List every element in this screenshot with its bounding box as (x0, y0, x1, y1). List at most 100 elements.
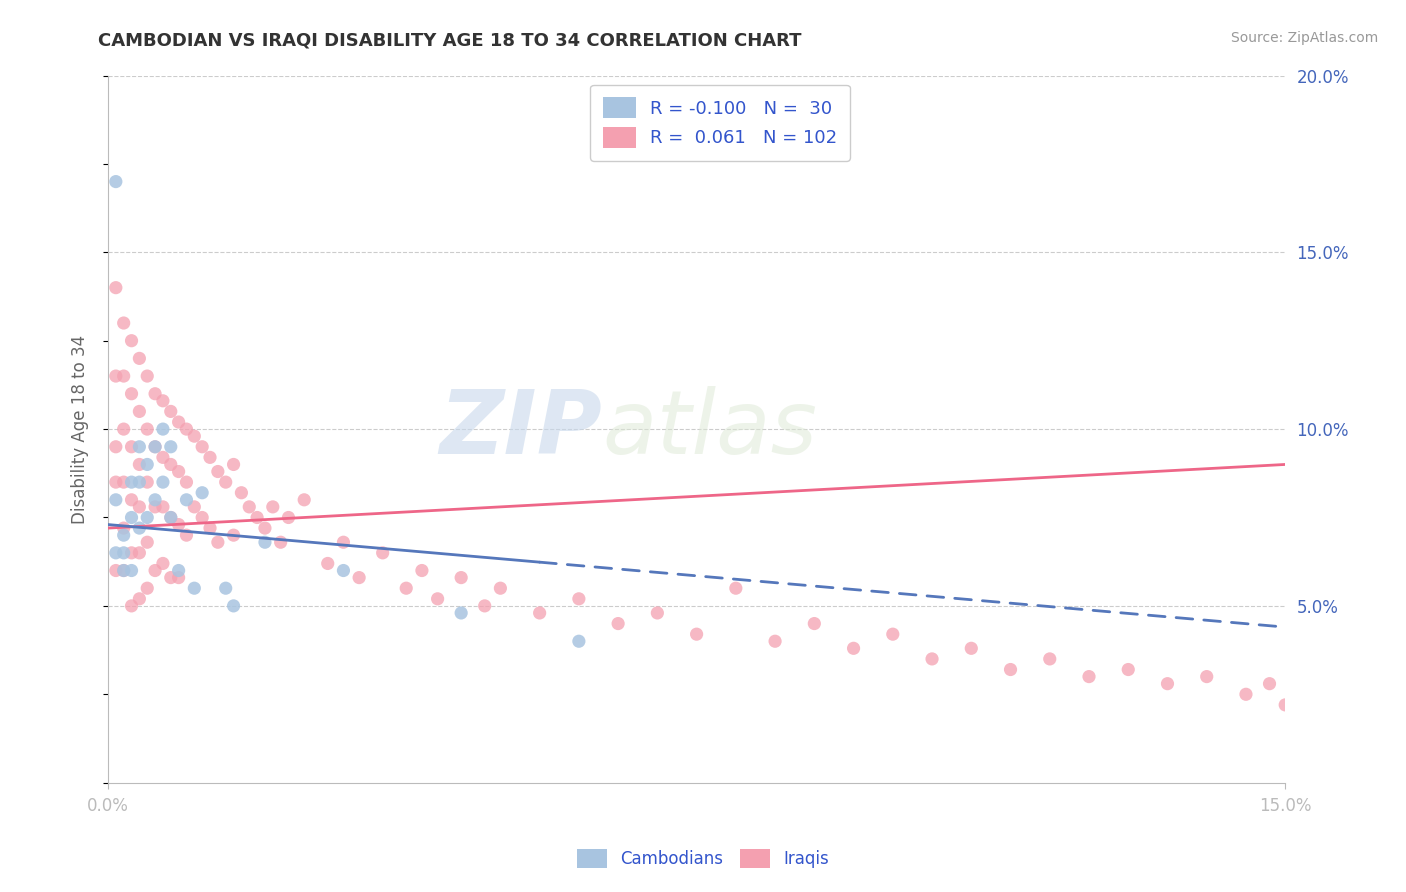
Point (128, 475, 150, 490)
Text: ZIP: ZIP (440, 385, 602, 473)
Point (1039, 652, 1062, 666)
Point (1258, 676, 1281, 690)
Point (136, 535, 159, 549)
Point (246, 510, 269, 524)
Point (104, 175, 127, 189)
Point (152, 475, 174, 490)
Point (238, 500, 260, 514)
Point (607, 616, 630, 631)
Point (136, 510, 159, 524)
Point (152, 393, 174, 408)
Point (882, 627, 904, 641)
Point (128, 351, 150, 366)
Point (112, 316, 135, 330)
Point (143, 386, 166, 401)
Point (112, 564, 135, 578)
Point (371, 546, 394, 560)
Point (960, 641, 983, 656)
Point (198, 450, 221, 465)
Point (207, 535, 229, 549)
Point (104, 564, 127, 578)
Point (1195, 670, 1218, 684)
Point (143, 440, 166, 454)
Point (332, 564, 354, 578)
Point (112, 475, 135, 490)
Point (1078, 670, 1101, 684)
Point (152, 422, 174, 436)
Point (104, 492, 127, 507)
Point (222, 599, 245, 613)
Point (1116, 663, 1139, 677)
Point (183, 500, 205, 514)
Point (1305, 712, 1327, 726)
Point (411, 564, 433, 578)
Point (347, 571, 370, 585)
Point (176, 475, 198, 490)
Point (167, 517, 190, 532)
Point (152, 500, 174, 514)
Point (1298, 698, 1320, 712)
Point (136, 458, 159, 472)
Point (104, 280, 127, 294)
Point (231, 485, 253, 500)
Point (121, 599, 143, 613)
Point (1274, 698, 1296, 712)
Point (568, 591, 591, 606)
Point (395, 581, 418, 595)
Point (143, 492, 166, 507)
Point (121, 510, 143, 524)
Point (1234, 687, 1257, 701)
Point (191, 485, 214, 500)
Legend: Cambodians, Iraqis: Cambodians, Iraqis (571, 842, 835, 875)
Point (183, 429, 205, 443)
Point (253, 535, 276, 549)
Point (104, 546, 127, 560)
Point (1282, 687, 1305, 701)
Point (568, 634, 591, 648)
Point (112, 369, 135, 384)
Point (316, 557, 339, 571)
Point (724, 581, 747, 595)
Text: CAMBODIAN VS IRAQI DISABILITY AGE 18 TO 34 CORRELATION CHART: CAMBODIAN VS IRAQI DISABILITY AGE 18 TO … (98, 31, 801, 49)
Point (136, 369, 159, 384)
Point (685, 627, 707, 641)
Point (176, 528, 198, 542)
Point (159, 404, 181, 418)
Point (1313, 705, 1336, 719)
Point (167, 465, 190, 479)
Point (104, 440, 127, 454)
Point (136, 475, 159, 490)
Point (121, 475, 143, 490)
Point (159, 440, 181, 454)
Point (647, 606, 669, 620)
Point (763, 634, 786, 648)
Point (128, 591, 150, 606)
Point (152, 450, 174, 465)
Text: Source: ZipAtlas.com: Source: ZipAtlas.com (1230, 31, 1378, 45)
Point (450, 606, 472, 620)
Point (136, 581, 159, 595)
Point (191, 440, 214, 454)
Point (128, 440, 150, 454)
Point (1289, 705, 1312, 719)
Point (277, 510, 299, 524)
Point (159, 458, 181, 472)
Point (474, 599, 496, 613)
Point (253, 521, 276, 535)
Point (112, 546, 135, 560)
Point (450, 571, 472, 585)
Point (529, 606, 551, 620)
Point (489, 581, 512, 595)
Point (167, 571, 190, 585)
Point (143, 564, 166, 578)
Legend: R = -0.100   N =  30, R =  0.061   N = 102: R = -0.100 N = 30, R = 0.061 N = 102 (591, 85, 849, 161)
Point (292, 492, 315, 507)
Point (112, 564, 135, 578)
Point (176, 492, 198, 507)
Point (262, 500, 284, 514)
Point (426, 591, 449, 606)
Point (159, 510, 181, 524)
Point (121, 386, 143, 401)
Point (152, 557, 174, 571)
Point (143, 500, 166, 514)
